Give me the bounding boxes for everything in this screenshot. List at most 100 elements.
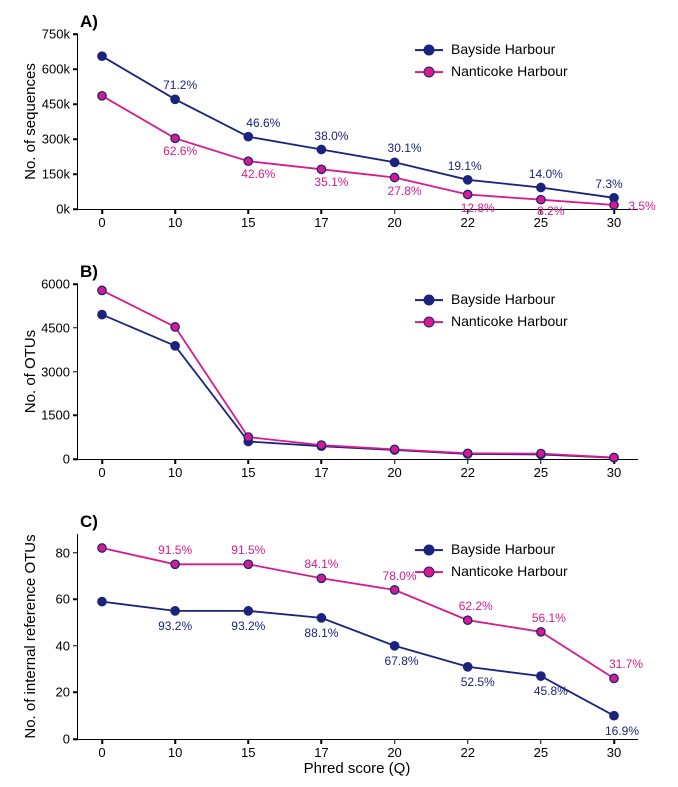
series-marker [98, 92, 106, 100]
legend-label: Nanticoke Harbour [451, 563, 568, 579]
point-label: 31.7% [609, 657, 643, 671]
x-tick-mark [248, 739, 250, 744]
point-label: 91.5% [231, 543, 265, 557]
x-tick-mark [248, 209, 250, 214]
x-tick-mark [101, 739, 103, 744]
point-label: 67.8% [385, 654, 419, 668]
legend-swatch [415, 315, 443, 329]
series-marker [390, 173, 398, 181]
y-tick-label: 0 [63, 452, 70, 467]
y-tick-label: 300k [42, 132, 70, 147]
x-tick-label: 15 [241, 465, 255, 480]
series-marker [537, 672, 545, 680]
x-tick-mark [613, 739, 615, 744]
point-label: 16.9% [605, 724, 639, 738]
x-tick-label: 15 [241, 745, 255, 760]
x-tick-label: 20 [387, 215, 401, 230]
point-label: 52.5% [461, 675, 495, 689]
series-marker [171, 134, 179, 142]
x-tick-label: 30 [607, 745, 621, 760]
figure-root: Phred score (Q) A)0k150k300k450k600k750k… [0, 0, 678, 787]
legend-row: Nanticoke Harbour [415, 560, 568, 582]
x-tick-label: 10 [168, 745, 182, 760]
point-label: 35.1% [314, 175, 348, 189]
point-label: 84.1% [304, 557, 338, 571]
x-tick-label: 30 [607, 465, 621, 480]
point-label: 93.2% [231, 619, 265, 633]
x-tick-label: 10 [168, 465, 182, 480]
legend-row: Bayside Harbour [415, 538, 568, 560]
series-marker [390, 445, 398, 453]
x-tick-mark [174, 739, 176, 744]
point-label: 14.0% [529, 167, 563, 181]
legend-label: Bayside Harbour [451, 291, 555, 307]
point-label: 46.6% [246, 116, 280, 130]
x-tick-label: 0 [98, 745, 105, 760]
series-marker [464, 663, 472, 671]
legend-label: Nanticoke Harbour [451, 63, 568, 79]
x-tick-mark [394, 459, 396, 464]
legend-row: Nanticoke Harbour [415, 310, 568, 332]
legend-label: Bayside Harbour [451, 41, 555, 57]
legend-swatch [415, 565, 443, 579]
x-tick-label: 17 [314, 215, 328, 230]
legend-B: Bayside Harbour Nanticoke Harbour [415, 288, 568, 332]
legend-label: Bayside Harbour [451, 541, 555, 557]
series-marker [98, 52, 106, 60]
series-marker [244, 560, 252, 568]
series-marker [610, 674, 618, 682]
x-tick-mark [321, 459, 323, 464]
series-marker [390, 158, 398, 166]
point-label: 56.1% [532, 611, 566, 625]
point-label: 30.1% [388, 141, 422, 155]
series-marker [610, 453, 618, 461]
series-marker [98, 544, 106, 552]
y-tick-label: 150k [42, 167, 70, 182]
series-marker [171, 323, 179, 331]
x-tick-mark [540, 739, 542, 744]
x-tick-mark [540, 459, 542, 464]
x-tick-label: 15 [241, 215, 255, 230]
point-label: 62.2% [459, 599, 493, 613]
point-label: 42.6% [241, 167, 275, 181]
x-tick-label: 17 [314, 745, 328, 760]
y-axis-label-A: No. of sequences [22, 34, 39, 209]
x-tick-mark [101, 459, 103, 464]
y-tick-label: 750k [42, 27, 70, 42]
x-tick-label: 22 [460, 745, 474, 760]
series-line [102, 315, 614, 458]
point-label: 91.5% [158, 543, 192, 557]
y-tick-label: 450k [42, 97, 70, 112]
series-marker [98, 310, 106, 318]
y-tick-label: 600k [42, 62, 70, 77]
y-tick-label: 40 [56, 638, 70, 653]
x-tick-label: 20 [387, 745, 401, 760]
x-tick-mark [248, 459, 250, 464]
series-marker [390, 642, 398, 650]
point-label: 62.6% [163, 144, 197, 158]
series-marker [244, 133, 252, 141]
series-marker [317, 165, 325, 173]
x-tick-label: 25 [534, 465, 548, 480]
legend-A: Bayside Harbour Nanticoke Harbour [415, 38, 568, 82]
y-tick-label: 1500 [41, 408, 70, 423]
legend-swatch [415, 543, 443, 557]
series-marker [244, 157, 252, 165]
point-label: 93.2% [158, 619, 192, 633]
series-marker [610, 712, 618, 720]
legend-swatch [415, 43, 443, 57]
panel-label-C: C) [80, 512, 98, 532]
x-tick-mark [467, 739, 469, 744]
x-tick-mark [174, 459, 176, 464]
x-tick-mark [101, 209, 103, 214]
y-tick-label: 4500 [41, 320, 70, 335]
x-tick-label: 22 [460, 465, 474, 480]
point-label: 19.1% [448, 159, 482, 173]
point-label: 71.2% [163, 78, 197, 92]
x-tick-label: 0 [98, 465, 105, 480]
series-marker [317, 441, 325, 449]
x-axis-label: Phred score (Q) [77, 760, 637, 777]
y-tick-label: 3000 [41, 364, 70, 379]
series-marker [171, 342, 179, 350]
point-label: 12.8% [461, 201, 495, 215]
